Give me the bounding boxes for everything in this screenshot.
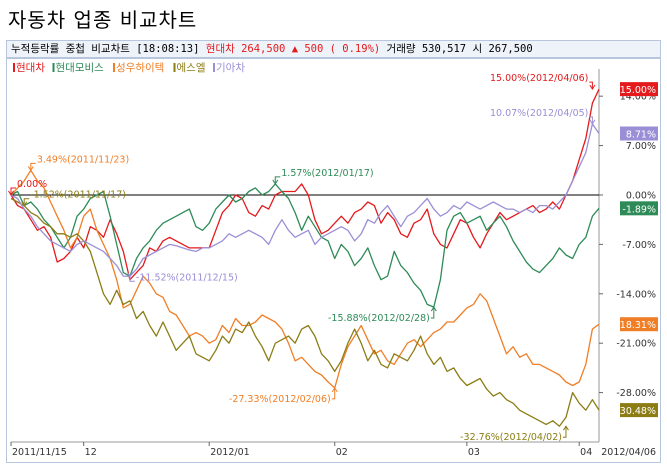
current-price: 264,500	[241, 43, 286, 55]
legend-entry-2: 성우하이텍	[116, 61, 164, 74]
volume-label: 거래량	[386, 43, 416, 55]
annotation-label-6: -11.52%(2011/12/15)	[136, 272, 238, 283]
annotation-label-9: -32.76%(2012/04/02)	[460, 432, 562, 443]
annotation-label-7: -15.88%(2012/02/28)	[328, 313, 430, 324]
y-tick-label-3: -7.00%	[622, 240, 656, 251]
annotation-leader-1	[23, 198, 30, 206]
legend-marker-1	[52, 63, 55, 72]
series-line-0	[10, 88, 600, 281]
annotation-arrow-7	[430, 306, 437, 312]
x-tick-label-3: 02	[336, 447, 348, 458]
chart-type-label: 누적등락률 중첩 비교차트	[11, 43, 130, 55]
timestamp: [18:08:13]	[136, 43, 200, 55]
annotation-label-2: 0.00%	[17, 179, 47, 190]
volume-value: 530,517	[421, 43, 467, 55]
legend-marker-4	[213, 63, 215, 72]
x-tick-label-5: 04	[580, 447, 592, 458]
annotation-leader-4	[589, 81, 593, 90]
annotation-leader-8	[331, 387, 336, 400]
legend-marker-2	[113, 63, 115, 72]
y-tick-label-4: -14.00%	[616, 289, 656, 300]
legend-marker-3	[173, 63, 176, 72]
annotation-leader-0	[30, 162, 36, 171]
x-tick-label-4: 03	[468, 447, 480, 458]
end-value-label-3: -30.48%	[616, 406, 656, 417]
annotation-leader-6	[129, 276, 135, 282]
y-tick-label-6: -28.00%	[616, 388, 656, 399]
chart-annotations: 3.49%(2011/11/23) -1.52%(2011/11/17)0.00%…	[8, 73, 596, 443]
annotation-arrow-3	[272, 179, 279, 185]
annotation-leader-9	[562, 426, 567, 438]
annotation-label-5: 10.07%(2012/04/05)	[490, 108, 588, 119]
open-value: 267,500	[488, 43, 533, 55]
annotation-arrow-0	[27, 166, 34, 172]
chart-end-labels: 15.00% -1.89% -18.31% -30.48% 8.71%	[616, 82, 658, 418]
x-tick-label-1: 12	[85, 447, 97, 458]
end-value-label-1: -1.89%	[622, 204, 656, 215]
legend-marker-0	[13, 63, 15, 72]
y-tick-label-0: 14.00%	[620, 92, 656, 103]
series-line-2	[10, 169, 600, 389]
annotation-label-4: 15.00%(2012/04/06)	[490, 73, 588, 84]
end-value-label-4: 8.71%	[626, 130, 656, 141]
annotation-label-3: 1.57%(2012/01/17)	[281, 168, 373, 179]
chart-series-group	[10, 88, 600, 427]
stock-name[interactable]: 현대차	[205, 43, 235, 55]
annotation-arrow-8	[331, 386, 338, 393]
end-value-badge-2	[620, 317, 658, 332]
annotation-arrow-9	[563, 425, 569, 431]
price-change: 500	[304, 43, 324, 55]
chart-legend: 현대차 현대모비스 성우하이텍 에스엘 기아차	[13, 61, 245, 74]
end-value-badge-3	[620, 403, 658, 418]
x-tick-label-0: 2011/11/15	[12, 447, 67, 458]
annotation-arrow-5	[589, 119, 596, 125]
end-value-badge-0	[620, 82, 658, 97]
open-label: 시	[472, 43, 483, 55]
y-tick-label-1: 7.00%	[626, 141, 656, 152]
end-value-label-2: -18.31%	[616, 320, 656, 331]
annotation-arrow-1	[21, 201, 28, 207]
annotation-label-8: -27.33%(2012/02/06)	[229, 394, 331, 405]
end-value-badge-1	[620, 201, 658, 216]
legend-entry-4: 기아차	[216, 62, 245, 74]
chart-axes: 14.00% 7.00% 0.00% -7.00% -14.00% -21.00% -28.…	[10, 69, 656, 458]
legend-entry-3: 에스엘	[177, 61, 206, 74]
legend-entry-0: 현대차	[16, 62, 45, 74]
up-arrow-icon: ▲	[291, 43, 299, 55]
x-end-date-label: 2012/04/06	[601, 447, 656, 458]
comparison-line-chart: 현대차 현대모비스 성우하이텍 에스엘 기아차 14.00% 7.00% 0.00% -7.0…	[8, 61, 658, 458]
y-tick-label-2: 0.00%	[626, 190, 656, 201]
series-line-3	[10, 197, 600, 427]
page-title: 자동차 업종 비교차트	[8, 8, 198, 32]
annotation-arrow-4	[589, 84, 596, 91]
end-value-badge-4	[620, 126, 658, 141]
y-tick-label-5: -21.00%	[616, 339, 656, 350]
annotation-arrow-2	[8, 190, 14, 196]
price-change-percent: ( 0.19%)	[329, 43, 381, 55]
x-tick-label-2: 2012/01	[210, 447, 249, 458]
quote-info-bar: 누적등락률 중첩 비교차트 [18:08:13] 현대차 264,500 ▲ 5…	[6, 40, 661, 58]
annotation-leader-5	[589, 116, 593, 124]
series-line-1	[10, 183, 600, 308]
legend-entry-1: 현대모비스	[56, 62, 105, 74]
annotation-label-1: -1.52%(2011/11/17)	[30, 190, 126, 201]
end-value-label-0: 15.00%	[620, 85, 656, 96]
annotation-leader-3	[274, 176, 281, 184]
annotation-leader-7	[430, 307, 435, 319]
series-line-4	[10, 123, 600, 277]
annotation-label-0: 3.49%(2011/11/23)	[37, 154, 129, 165]
chart-frame: 현대차 현대모비스 성우하이텍 에스엘 기아차 14.00% 7.00% 0.00% -7.0…	[6, 58, 661, 463]
annotation-leader-2	[10, 187, 16, 195]
annotation-arrow-6	[126, 272, 133, 278]
